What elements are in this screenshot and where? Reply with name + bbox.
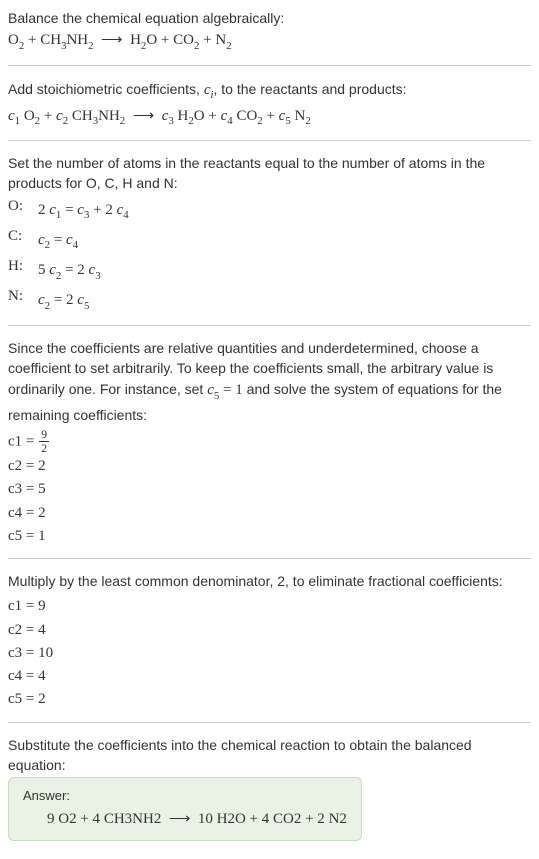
- atom-label: N:: [8, 288, 38, 314]
- separator: [8, 722, 531, 723]
- separator: [8, 558, 531, 559]
- coefficient-row: c1 = 92: [8, 429, 531, 455]
- coefficient-row: c5 = 2: [8, 688, 531, 711]
- intro-text: Substitute the coefficients into the che…: [8, 735, 531, 776]
- coef-var: c: [204, 82, 211, 98]
- separator: [8, 65, 531, 66]
- atom-equation: c2 = 2 c5: [38, 288, 531, 314]
- equation-balanced: 9 O2 + 4 CH3NH2 ⟶ 10 H2O + 4 CO2 + 2 N2: [23, 809, 347, 828]
- coefficient-row: c4 = 2: [8, 502, 531, 525]
- text-fragment: Add stoichiometric coefficients,: [8, 81, 204, 97]
- section-solve-system: Since the coefficients are relative quan…: [8, 338, 531, 548]
- separator: [8, 325, 531, 326]
- coefficient-row: c3 = 5: [8, 478, 531, 501]
- coef-sub: 5: [214, 390, 219, 402]
- equation-with-coefficients: c1 O2 + c2 CH3NH2 ⟶ c3 H2O + c4 CO2 + c5…: [8, 104, 531, 130]
- intro-text: Since the coefficients are relative quan…: [8, 338, 531, 425]
- section-balance-intro: Balance the chemical equation algebraica…: [8, 8, 531, 55]
- separator: [8, 140, 531, 141]
- coefficient-row: c2 = 4: [8, 619, 531, 642]
- coef-sub: i: [211, 89, 214, 101]
- atom-balance-table: O:2 c1 = c3 + 2 c4C:c2 = c4H:5 c2 = 2 c3…: [8, 198, 531, 315]
- atom-label: H:: [8, 258, 38, 284]
- coefficient-list: c1 = 9c2 = 4c3 = 10c4 = 4c5 = 2: [8, 595, 531, 711]
- section-clear-fractions: Multiply by the least common denominator…: [8, 571, 531, 712]
- atom-equation: 5 c2 = 2 c3: [38, 258, 531, 284]
- intro-text: Balance the chemical equation algebraica…: [8, 8, 531, 28]
- coefficient-row: c2 = 2: [8, 455, 531, 478]
- coefficient-row: c3 = 10: [8, 642, 531, 665]
- text-fragment: , to the reactants and products:: [214, 81, 407, 97]
- section-atom-balance: Set the number of atoms in the reactants…: [8, 153, 531, 315]
- section-add-coefficients: Add stoichiometric coefficients, ci, to …: [8, 78, 531, 131]
- coefficient-row: c5 = 1: [8, 525, 531, 548]
- coefficient-row: c4 = 4: [8, 665, 531, 688]
- atom-label: O:: [8, 198, 38, 224]
- intro-text: Set the number of atoms in the reactants…: [8, 153, 531, 194]
- answer-label: Answer:: [23, 788, 347, 803]
- coefficient-row: c1 = 9: [8, 595, 531, 618]
- atom-equation: c2 = c4: [38, 228, 531, 254]
- intro-text: Add stoichiometric coefficients, ci, to …: [8, 78, 531, 104]
- text-fragment: = 1: [219, 382, 242, 398]
- equation-unbalanced: O2 + CH3NH2 ⟶ H2O + CO2 + N2: [8, 28, 531, 54]
- atom-equation: 2 c1 = c3 + 2 c4: [38, 198, 531, 224]
- section-answer: Substitute the coefficients into the che…: [8, 735, 531, 842]
- coefficient-list: c1 = 92c2 = 2c3 = 5c4 = 2c5 = 1: [8, 429, 531, 548]
- answer-box: Answer: 9 O2 + 4 CH3NH2 ⟶ 10 H2O + 4 CO2…: [8, 777, 362, 841]
- intro-text: Multiply by the least common denominator…: [8, 571, 531, 591]
- atom-label: C:: [8, 228, 38, 254]
- coef-var: c: [207, 382, 214, 398]
